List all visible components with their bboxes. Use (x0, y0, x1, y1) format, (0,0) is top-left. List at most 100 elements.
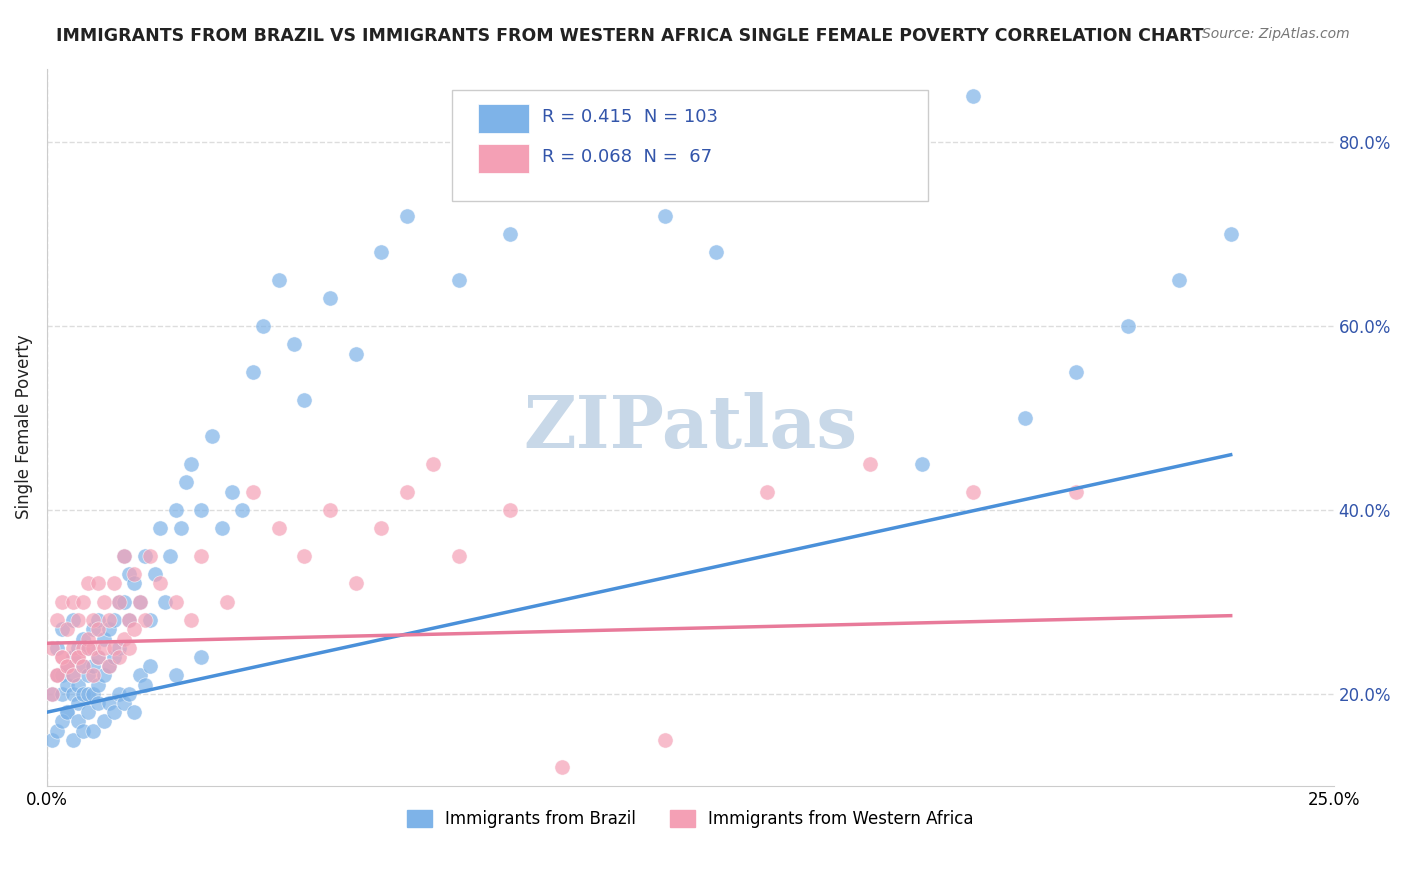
Point (170, 521, 193, 535)
Point (93, 668, 115, 682)
Point (103, 576, 125, 591)
FancyBboxPatch shape (453, 90, 928, 202)
Point (211, 521, 233, 535)
Point (128, 595, 150, 609)
Point (174, 475, 197, 490)
Point (124, 705, 146, 719)
Point (56, 705, 79, 719)
Point (283, 337, 305, 351)
Point (654, 209, 676, 223)
Point (165, 595, 187, 609)
Point (143, 567, 166, 582)
Point (221, 484, 243, 499)
Point (231, 503, 253, 517)
Point (704, 245, 727, 260)
Point (447, 549, 470, 563)
Point (66, 650, 89, 665)
Point (180, 457, 202, 471)
Point (56, 659, 79, 673)
Point (139, 613, 162, 627)
Point (139, 549, 162, 563)
Point (134, 678, 156, 692)
Point (112, 632, 135, 646)
Point (190, 503, 212, 517)
Point (962, 484, 984, 499)
Point (82, 659, 104, 673)
Point (112, 595, 135, 609)
Text: ZIPatlas: ZIPatlas (523, 392, 858, 463)
Point (72, 687, 94, 701)
Point (859, 457, 882, 471)
Point (62, 595, 84, 609)
Point (51, 650, 73, 665)
Point (118, 613, 141, 627)
Point (51, 595, 73, 609)
Point (118, 687, 141, 701)
Point (124, 576, 146, 591)
Point (155, 595, 177, 609)
Point (66, 640, 89, 655)
Point (66, 696, 89, 710)
Point (267, 273, 290, 287)
Point (62, 687, 84, 701)
Point (654, 732, 676, 747)
Point (128, 668, 150, 682)
Point (66, 678, 89, 692)
Point (77, 576, 100, 591)
Point (292, 392, 315, 407)
Point (1064, 484, 1087, 499)
Point (66, 714, 89, 729)
Point (41, 687, 63, 701)
Point (46, 668, 69, 682)
Point (807, 153, 830, 168)
Point (344, 346, 367, 360)
Point (118, 640, 141, 655)
Point (149, 521, 172, 535)
Point (87, 678, 110, 692)
Point (149, 576, 172, 591)
Point (128, 595, 150, 609)
Point (165, 668, 187, 682)
Point (112, 549, 135, 563)
Point (1219, 227, 1241, 241)
Point (103, 705, 125, 719)
Point (56, 678, 79, 692)
Point (1116, 318, 1139, 333)
Point (319, 503, 342, 517)
Point (97, 696, 120, 710)
Point (112, 696, 135, 710)
Point (46, 723, 69, 738)
Point (165, 503, 187, 517)
Point (82, 613, 104, 627)
Point (41, 687, 63, 701)
Point (97, 623, 120, 637)
Point (56, 705, 79, 719)
Point (41, 640, 63, 655)
Point (62, 668, 84, 682)
Point (118, 613, 141, 627)
Point (51, 650, 73, 665)
Point (72, 632, 94, 646)
Point (62, 650, 84, 665)
Point (108, 687, 131, 701)
Point (252, 318, 274, 333)
Point (87, 650, 110, 665)
Point (56, 623, 79, 637)
Point (190, 650, 212, 665)
Point (82, 687, 104, 701)
Point (134, 613, 156, 627)
Point (200, 429, 222, 443)
Point (911, 457, 934, 471)
Point (46, 668, 69, 682)
Point (1014, 411, 1036, 425)
Point (108, 595, 131, 609)
Point (87, 650, 110, 665)
Point (77, 668, 100, 682)
Point (756, 181, 779, 195)
Point (396, 209, 419, 223)
Point (319, 292, 342, 306)
Point (112, 549, 135, 563)
Point (56, 659, 79, 673)
Point (550, 181, 572, 195)
Point (46, 613, 69, 627)
